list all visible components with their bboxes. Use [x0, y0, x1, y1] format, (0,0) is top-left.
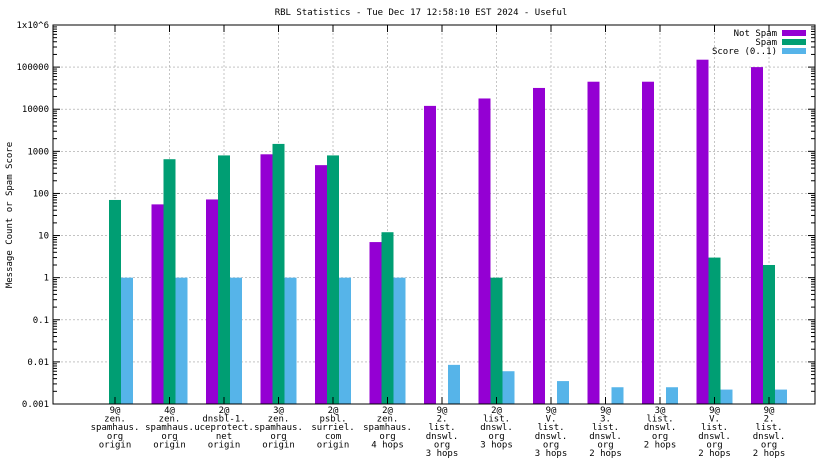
x-tick-label: 9@ 2. list. dnswl. org 2 hops: [753, 406, 786, 459]
bar-not-spam: [260, 154, 273, 404]
y-tick-label: 1: [44, 274, 49, 284]
bar-score-0-1: [557, 381, 569, 404]
bar-spam: [163, 159, 176, 404]
plot-frame: [52, 24, 816, 405]
y-axis-ticks: 0.001 0.01 0.1 1 10 100 1000 10000 100000 1x10^6: [16, 21, 815, 410]
bar-score-0-1: [775, 389, 787, 404]
bar-not-spam: [315, 165, 327, 404]
bar-not-spam: [642, 81, 654, 404]
bar-not-spam: [478, 98, 491, 404]
x-tick-label: 9@ 3. list. dnswl. org 2 hops: [589, 406, 622, 459]
bar-score-0-1: [502, 371, 515, 404]
bar-not-spam: [206, 199, 218, 404]
y-tick-label: 1x10^6: [16, 21, 49, 31]
bar-not-spam: [151, 204, 164, 404]
y-tick-label: 100000: [16, 63, 49, 73]
bar-spam: [327, 155, 339, 404]
y-axis-label: Message Count or Spam Score: [5, 142, 15, 288]
bar-score-0-1: [230, 277, 242, 404]
bars: [109, 59, 787, 405]
bar-spam: [490, 277, 503, 404]
bar-score-0-1: [284, 277, 297, 404]
y-tick-label: 100: [33, 189, 49, 199]
x-tick-label: 9@ 2. list. dnswl. org 3 hops: [426, 406, 459, 459]
bar-score-0-1: [175, 277, 188, 404]
x-tick-label: 9@ V. list. dnswl. org 3 hops: [535, 406, 568, 459]
x-tick-label: 2@ dnsbl-1. uceprotect. net origin: [194, 406, 254, 450]
legend-label: Not Spam: [734, 29, 777, 39]
bar-not-spam: [369, 242, 382, 404]
bar-score-0-1: [720, 389, 733, 404]
bar-not-spam: [533, 87, 545, 404]
bar-spam: [708, 257, 721, 404]
bar-spam: [381, 232, 394, 404]
x-tick-label: 4@ zen. spamhaus. org origin: [145, 406, 194, 450]
y-tick-label: 1000: [27, 147, 49, 157]
legend-label: Spam: [755, 38, 777, 48]
x-tick-label: 3@ zen. spamhaus. org origin: [254, 406, 303, 450]
x-tick-label: 3@ list. dnswl. org 2 hops: [644, 406, 677, 450]
bar-not-spam: [751, 67, 763, 404]
bar-spam: [218, 155, 230, 404]
bar-spam: [763, 264, 775, 404]
x-tick-label: 9@ V. list. dnswl. org 2 hops: [698, 406, 731, 459]
y-tick-label: 0.01: [27, 358, 49, 368]
bar-spam: [109, 199, 121, 404]
legend-swatch: [782, 30, 806, 36]
bar-not-spam: [696, 59, 709, 405]
bar-score-0-1: [339, 277, 351, 404]
legend-label: Score (0..1): [712, 47, 777, 57]
y-tick-label: 10: [38, 232, 49, 242]
bar-score-0-1: [666, 387, 678, 404]
bar-score-0-1: [448, 364, 460, 404]
legend-swatch: [782, 48, 806, 54]
chart-title: RBL Statistics - Tue Dec 17 12:58:10 EST…: [275, 8, 568, 18]
y-tick-label: 10000: [22, 105, 49, 115]
y-tick-label: 0.1: [33, 316, 49, 326]
bar-score-0-1: [393, 277, 406, 404]
x-tick-label: 2@ list. dnswl. org 3 hops: [480, 406, 513, 450]
bar-score-0-1: [121, 277, 133, 404]
legend-swatch: [782, 39, 806, 45]
bar-spam: [272, 143, 285, 404]
x-tick-label: 2@ psbl. surriel. com origin: [311, 406, 354, 450]
bar-not-spam: [587, 81, 600, 404]
x-tick-label: 2@ zen. spamhaus. org 4 hops: [363, 406, 412, 450]
y-tick-label: 0.001: [22, 400, 49, 410]
x-tick-label: 9@ zen. spamhaus. org origin: [91, 406, 140, 450]
bar-score-0-1: [611, 387, 624, 404]
bar-not-spam: [424, 105, 436, 404]
